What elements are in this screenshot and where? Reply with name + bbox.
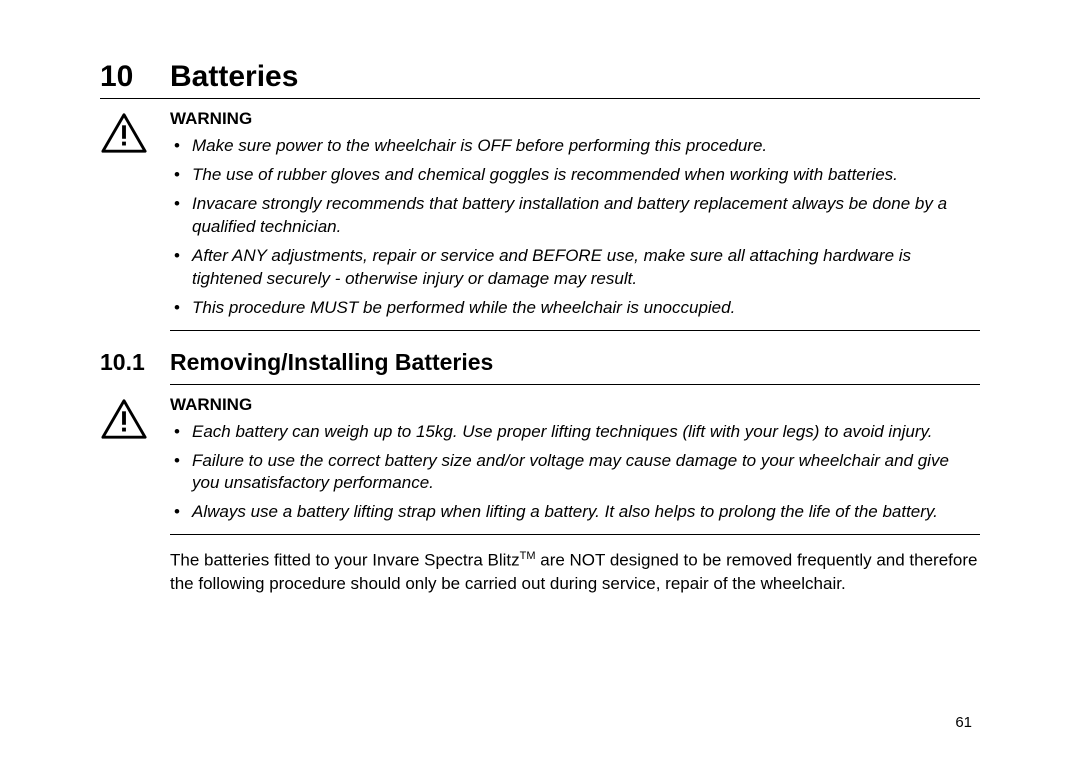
divider bbox=[100, 98, 980, 99]
divider bbox=[170, 384, 980, 385]
warning-icon-col bbox=[100, 109, 170, 326]
warning-item: Invacare strongly recommends that batter… bbox=[170, 193, 980, 239]
warning-block-2: WARNING Each battery can weigh up to 15k… bbox=[100, 395, 980, 531]
warning-item: The use of rubber gloves and chemical go… bbox=[170, 164, 980, 187]
warning-content: WARNING Make sure power to the wheelchai… bbox=[170, 109, 980, 326]
warning-item: Failure to use the correct battery size … bbox=[170, 450, 980, 496]
section-title: Removing/Installing Batteries bbox=[170, 349, 493, 376]
warning-label: WARNING bbox=[170, 109, 980, 129]
chapter-number: 10 bbox=[100, 60, 170, 94]
warning-block-1: WARNING Make sure power to the wheelchai… bbox=[100, 109, 980, 326]
warning-list: Make sure power to the wheelchair is OFF… bbox=[170, 135, 980, 320]
page-number: 61 bbox=[955, 714, 972, 731]
warning-list: Each battery can weigh up to 15kg. Use p… bbox=[170, 421, 980, 525]
divider bbox=[170, 534, 980, 535]
warning-content: WARNING Each battery can weigh up to 15k… bbox=[170, 395, 980, 531]
body-paragraph: The batteries fitted to your Invare Spec… bbox=[170, 549, 980, 596]
warning-item: After ANY adjustments, repair or service… bbox=[170, 245, 980, 291]
warning-label: WARNING bbox=[170, 395, 980, 415]
chapter-title: Batteries bbox=[170, 60, 298, 94]
warning-item: Always use a battery lifting strap when … bbox=[170, 501, 980, 524]
warning-item: This procedure MUST be performed while t… bbox=[170, 297, 980, 320]
divider bbox=[170, 330, 980, 331]
chapter-heading: 10 Batteries bbox=[100, 60, 980, 94]
section-heading: 10.1 Removing/Installing Batteries bbox=[100, 349, 980, 376]
warning-icon bbox=[100, 397, 148, 441]
section-number: 10.1 bbox=[100, 349, 170, 376]
warning-item: Each battery can weigh up to 15kg. Use p… bbox=[170, 421, 980, 444]
warning-icon bbox=[100, 111, 148, 155]
warning-item: Make sure power to the wheelchair is OFF… bbox=[170, 135, 980, 158]
warning-icon-col bbox=[100, 395, 170, 531]
body-text-a: The batteries fitted to your Invare Spec… bbox=[170, 551, 520, 570]
trademark: TM bbox=[520, 550, 536, 562]
